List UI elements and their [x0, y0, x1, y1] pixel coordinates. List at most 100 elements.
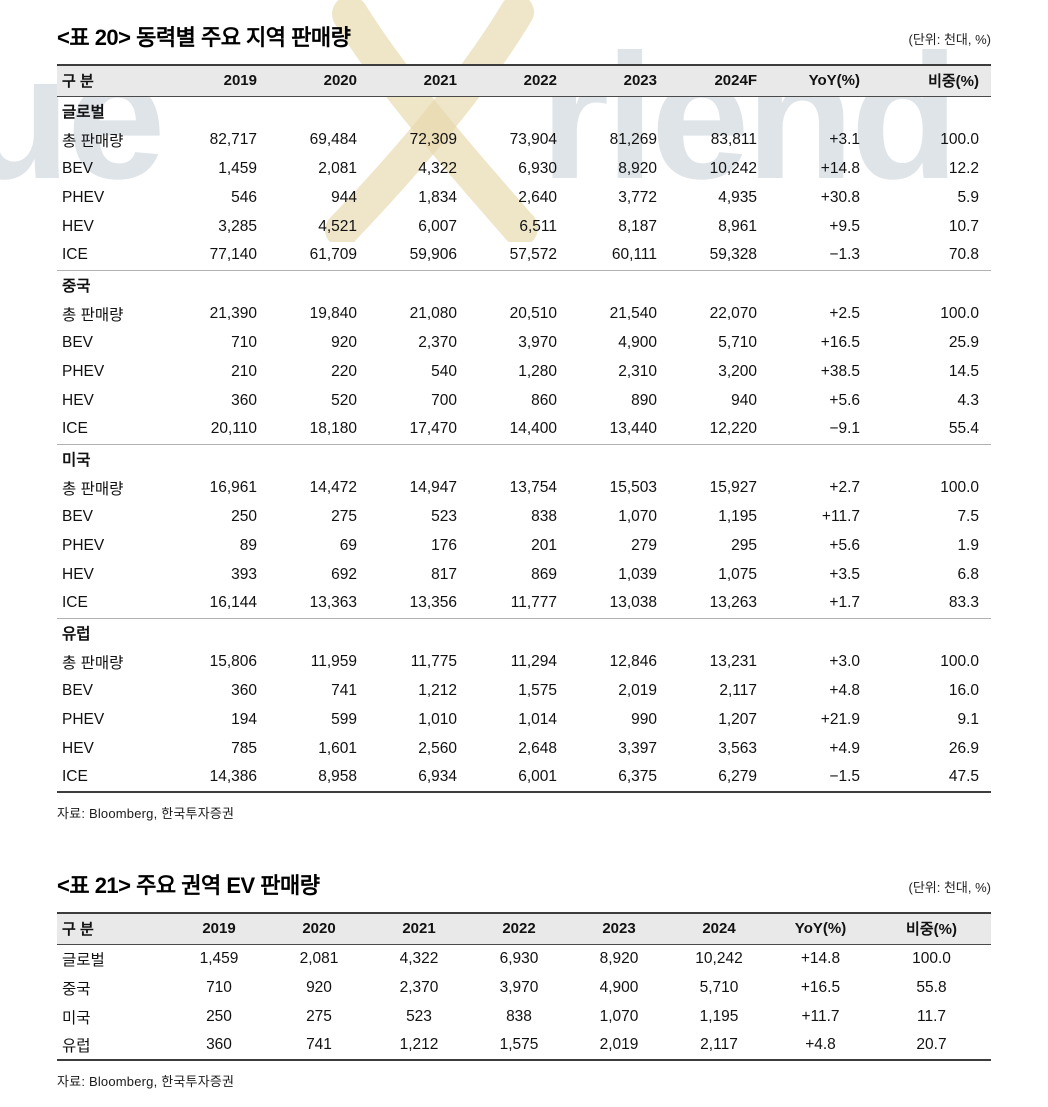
cell-value: 700 — [431, 391, 457, 409]
cell-value: 540 — [431, 362, 457, 380]
cell-value: 250 — [206, 1007, 232, 1025]
cell-value: 5,710 — [699, 978, 739, 996]
table-row: 총 판매량 16,961 14,472 14,947 13,754 15,503 15,92… — [57, 473, 991, 502]
cell-value: +4.8 — [805, 1036, 836, 1053]
cell-value: 838 — [531, 507, 557, 525]
table-row: BEV 250 275 523 838 1,070 1,195 +11.7 7.5 — [57, 502, 991, 531]
cell-value: 10,242 — [695, 949, 743, 967]
cell-value: 8,958 — [318, 768, 357, 785]
cell-value: −1.5 — [829, 768, 860, 785]
cell-value: 944 — [331, 188, 357, 206]
cell-value: 2,081 — [299, 949, 339, 967]
cell-value: 100.0 — [940, 652, 979, 670]
cell-value: 14,400 — [509, 420, 557, 438]
cell-value — [669, 269, 769, 299]
column-header: 2019 — [169, 913, 269, 945]
row-label: 중국 — [57, 269, 169, 299]
row-label: ICE — [62, 594, 88, 612]
cell-value: +4.8 — [829, 681, 860, 699]
cell-value: 4,322 — [418, 159, 457, 177]
cell-value: 20,110 — [210, 420, 257, 438]
table-row: BEV 710 920 2,370 3,970 4,900 5,710 +16.5 25.9 — [57, 328, 991, 357]
region-section-row: 중국 — [57, 269, 991, 299]
region-section-row: 유럽 — [57, 617, 991, 647]
cell-value: 6,279 — [718, 768, 757, 785]
cell-value: 6,930 — [518, 159, 557, 177]
cell-value: 5.9 — [957, 188, 979, 206]
cell-value: 69 — [339, 536, 357, 554]
table-row: ICE 16,144 13,363 13,356 11,777 13,038 13,263 +… — [57, 589, 991, 618]
cell-value: 279 — [631, 536, 657, 554]
cell-value: +14.8 — [820, 159, 860, 177]
table-row: HEV 3,285 4,521 6,007 6,511 8,187 8,961 +9.5 10.… — [57, 212, 991, 241]
cell-value: 360 — [231, 391, 257, 409]
column-header: YoY(%) — [769, 65, 872, 97]
cell-value: 15,503 — [609, 478, 657, 496]
cell-value: 6,007 — [418, 217, 457, 235]
cell-value: 18,180 — [309, 420, 357, 438]
cell-value: 12,220 — [709, 420, 757, 438]
cell-value: 4,900 — [599, 978, 639, 996]
row-label: HEV — [62, 217, 94, 235]
cell-value — [369, 617, 469, 647]
cell-value: +38.5 — [820, 362, 860, 380]
cell-value: 59,906 — [409, 246, 457, 264]
cell-value: 73,904 — [509, 130, 557, 148]
cell-value: 21,390 — [209, 304, 257, 322]
cell-value: 250 — [231, 507, 257, 525]
cell-value: 11,294 — [510, 652, 557, 670]
cell-value: 692 — [331, 565, 357, 583]
cell-value: 11,959 — [310, 652, 357, 670]
cell-value: 100.0 — [912, 949, 951, 967]
column-header: 2020 — [269, 913, 369, 945]
table20-title: <표 20> 동력별 주요 지역 판매량 — [57, 25, 351, 50]
cell-value: 82,717 — [209, 130, 257, 148]
cell-value — [769, 269, 872, 299]
cell-value: 3,970 — [518, 333, 557, 351]
table-20: 구 분 2019 2020 2021 2022 2023 2024F YoY(%) 비중(%) … — [57, 64, 991, 793]
cell-value: 2,370 — [399, 978, 439, 996]
cell-value: 1,039 — [618, 565, 657, 583]
cell-value — [872, 443, 991, 473]
cell-value: 1,195 — [718, 507, 757, 525]
cell-value: 83,811 — [710, 130, 757, 148]
table-row: 총 판매량 15,806 11,959 11,775 11,294 12,846 13,23… — [57, 647, 991, 676]
cell-value — [569, 443, 669, 473]
cell-value: 1,212 — [418, 681, 457, 699]
cell-value: 6,930 — [499, 949, 539, 967]
table20-head: 구 분 2019 2020 2021 2022 2023 2024F YoY(%) 비중(%) — [57, 65, 991, 97]
row-label: PHEV — [62, 362, 105, 380]
table-row: 총 판매량 21,390 19,840 21,080 20,510 21,540 22,07… — [57, 299, 991, 328]
row-label: PHEV — [62, 188, 105, 206]
cell-value: 8,187 — [618, 217, 657, 235]
cell-value: 1.9 — [957, 536, 979, 554]
table-row: HEV 393 692 817 869 1,039 1,075 +3.5 6.8 — [57, 560, 991, 589]
cell-value: 860 — [531, 391, 557, 409]
cell-value — [769, 443, 872, 473]
cell-value: +11.7 — [801, 1007, 840, 1025]
cell-value — [872, 96, 991, 125]
table20-title-row: <표 20> 동력별 주요 지역 판매량 (단위: 천대, %) — [57, 20, 991, 52]
row-label: 총 판매량 — [62, 480, 124, 498]
cell-value: 1,195 — [699, 1007, 739, 1025]
row-label: BEV — [62, 159, 94, 177]
table-row: ICE 20,110 18,180 17,470 14,400 13,440 12,220 −… — [57, 415, 991, 444]
cell-value: 20.7 — [916, 1036, 947, 1053]
cell-value: 77,140 — [209, 246, 257, 264]
cell-value: 817 — [431, 565, 457, 583]
cell-value: 1,207 — [718, 710, 757, 728]
table21-title-row: <표 21> 주요 권역 EV 판매량 (단위: 천대, %) — [57, 868, 991, 900]
cell-value: 4,900 — [618, 333, 657, 351]
cell-value: 1,601 — [318, 739, 357, 757]
cell-value: 1,834 — [418, 188, 457, 206]
cell-value: 741 — [331, 681, 357, 699]
cell-value: 890 — [631, 391, 657, 409]
cell-value: +4.9 — [829, 739, 860, 757]
cell-value — [669, 443, 769, 473]
column-header: 2021 — [369, 913, 469, 945]
cell-value: 12.2 — [948, 159, 979, 177]
cell-value: 4,521 — [318, 217, 357, 235]
cell-value: 20,510 — [509, 304, 557, 322]
row-label: BEV — [62, 681, 94, 699]
row-label: 글로벌 — [62, 951, 105, 969]
